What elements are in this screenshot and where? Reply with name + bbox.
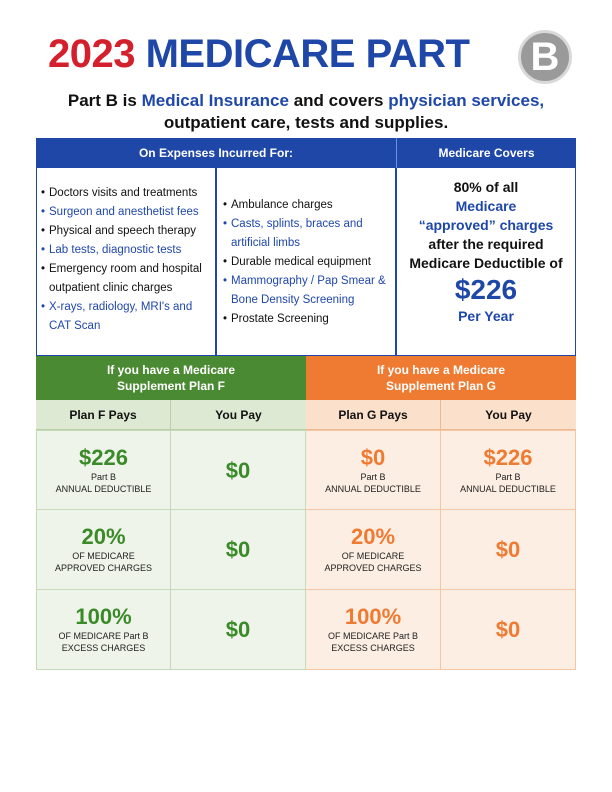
expenses-col-1: Doctors visits and treatments Surgeon an… — [36, 168, 216, 356]
list-item: Durable medical equipment — [223, 253, 395, 272]
table-row-1-plan-g-pays: $0 Part B ANNUAL DEDUCTIBLE — [306, 430, 441, 510]
list-item: Doctors visits and treatments — [41, 184, 215, 203]
list-item: Ambulance charges — [223, 196, 395, 215]
plan-value: 20% — [81, 524, 126, 549]
covers-line-4: after the required — [428, 236, 544, 252]
page-title: 2023 MEDICARE PART B — [0, 26, 612, 86]
col-header-plan-g-you-pay: You Pay — [441, 400, 576, 430]
list-item: Surgeon and anesthetist fees — [41, 203, 215, 222]
plan-g-header-line-2: Supplement Plan G — [385, 379, 496, 393]
plan-detail-1: OF MEDICARE Part B — [58, 631, 149, 641]
plan-value: 20% — [350, 524, 396, 549]
covers-amount: $226 — [454, 274, 518, 305]
table-row-3-plan-f-you-pay: $0 — [171, 590, 306, 670]
covers-line-1: 80% of all — [453, 179, 519, 195]
you-pay-detail-2: ANNUAL DEDUCTIBLE — [460, 484, 556, 494]
covers-line-3: “approved” charges — [418, 217, 554, 233]
subtitle-highlight-1: Medical Insurance — [141, 91, 289, 110]
you-pay-value: $0 — [225, 617, 251, 642]
list-item: Lab tests, diagnostic tests — [41, 241, 215, 260]
expenses-col-2: Ambulance charges Casts, splints, braces… — [216, 168, 396, 356]
plan-detail-1: OF MEDICARE Part B — [327, 631, 418, 641]
plan-detail-1: Part B — [90, 472, 116, 482]
col-header-plan-f-you-pay: You Pay — [171, 400, 306, 430]
covers-box: 80% of all Medicare “approved” charges a… — [396, 168, 576, 356]
plan-detail-1: Part B — [360, 472, 386, 482]
col-header-plan-g-pays: Plan G Pays — [306, 400, 441, 430]
table-row-2-plan-f-you-pay: $0 — [171, 510, 306, 590]
table-row-2-plan-g-pays: 20% OF MEDICARE APPROVED CHARGES — [306, 510, 441, 590]
list-item: Prostate Screening — [223, 310, 395, 329]
table-row-2-plan-f-pays: 20% OF MEDICARE APPROVED CHARGES — [36, 510, 171, 590]
you-pay-value: $0 — [495, 617, 521, 642]
plan-detail-2: ANNUAL DEDUCTIBLE — [325, 484, 421, 494]
plan-g-header-line-1: If you have a Medicare — [376, 363, 506, 377]
table-row-3-plan-g-pays: 100% OF MEDICARE Part B EXCESS CHARGES — [306, 590, 441, 670]
plan-value: $0 — [360, 445, 386, 470]
plan-detail-1: OF MEDICARE — [341, 551, 405, 561]
plan-detail-2: APPROVED CHARGES — [324, 563, 422, 573]
table-row-1-plan-g-you-pay: $226 Part B ANNUAL DEDUCTIBLE — [441, 430, 576, 510]
plan-detail-2: EXCESS CHARGES — [331, 643, 415, 653]
plan-f-header: If you have a Medicare Supplement Plan F — [36, 356, 306, 400]
subtitle-part-1: Part B is — [67, 91, 142, 110]
plan-detail-2: ANNUAL DEDUCTIBLE — [55, 484, 152, 494]
list-item: Emergency room and hospital outpatient c… — [41, 260, 215, 298]
covers-line-2: Medicare — [455, 198, 517, 214]
expenses-header: On Expenses Incurred For: — [36, 138, 396, 168]
plan-g-header: If you have a Medicare Supplement Plan G — [306, 356, 576, 400]
plan-detail-2: EXCESS CHARGES — [61, 643, 146, 653]
you-pay-detail-1: Part B — [495, 472, 521, 482]
list-item: X-rays, radiology, MRI's and CAT Scan — [41, 298, 215, 336]
coverage-table: On Expenses Incurred For: Medicare Cover… — [36, 138, 576, 670]
list-item: Mammography / Pap Smear & Bone Density S… — [223, 272, 395, 310]
you-pay-value: $0 — [495, 537, 521, 562]
list-item: Casts, splints, braces and artificial li… — [223, 215, 395, 253]
plan-f-header-line-1: If you have a Medicare — [106, 363, 236, 377]
plan-f-header-line-2: Supplement Plan F — [116, 379, 225, 393]
plan-value: $226 — [79, 445, 128, 470]
plan-value: 100% — [344, 604, 402, 629]
table-row-3-plan-f-pays: 100% OF MEDICARE Part B EXCESS CHARGES — [36, 590, 171, 670]
subtitle-line-1: Part B is Medical Insurance and covers p… — [0, 90, 612, 112]
part-b-badge: B — [518, 30, 572, 84]
table-row-1-plan-f-pays: $226 Part B ANNUAL DEDUCTIBLE — [36, 430, 171, 510]
subtitle: Part B is Medical Insurance and covers p… — [0, 90, 612, 134]
expenses-list-2: Ambulance charges Casts, splints, braces… — [223, 196, 395, 329]
col-header-plan-f-pays: Plan F Pays — [36, 400, 171, 430]
you-pay-value: $0 — [225, 537, 251, 562]
table-row-1-plan-f-you-pay: $0 — [171, 430, 306, 510]
title-main: MEDICARE PART — [145, 32, 470, 76]
title-text: 2023 MEDICARE PART — [48, 30, 470, 78]
subtitle-line-2: outpatient care, tests and supplies. — [163, 113, 449, 132]
covers-period: Per Year — [458, 308, 514, 324]
plan-detail-1: OF MEDICARE — [72, 551, 135, 561]
expenses-list-1: Doctors visits and treatments Surgeon an… — [41, 184, 215, 336]
subtitle-highlight-2: physician services, — [388, 91, 545, 110]
covers-header: Medicare Covers — [396, 138, 576, 168]
plan-value: 100% — [75, 604, 132, 629]
you-pay-value: $0 — [225, 458, 251, 483]
you-pay-value: $226 — [483, 445, 533, 470]
table-row-3-plan-g-you-pay: $0 — [441, 590, 576, 670]
subtitle-part-2: and covers — [288, 91, 389, 110]
list-item: Physical and speech therapy — [41, 222, 215, 241]
plan-detail-2: APPROVED CHARGES — [54, 563, 153, 573]
covers-text: 80% of all Medicare “approved” charges a… — [397, 178, 575, 326]
title-year: 2023 — [48, 32, 135, 76]
table-row-2-plan-g-you-pay: $0 — [441, 510, 576, 590]
covers-line-5: Medicare Deductible of — [409, 255, 563, 271]
